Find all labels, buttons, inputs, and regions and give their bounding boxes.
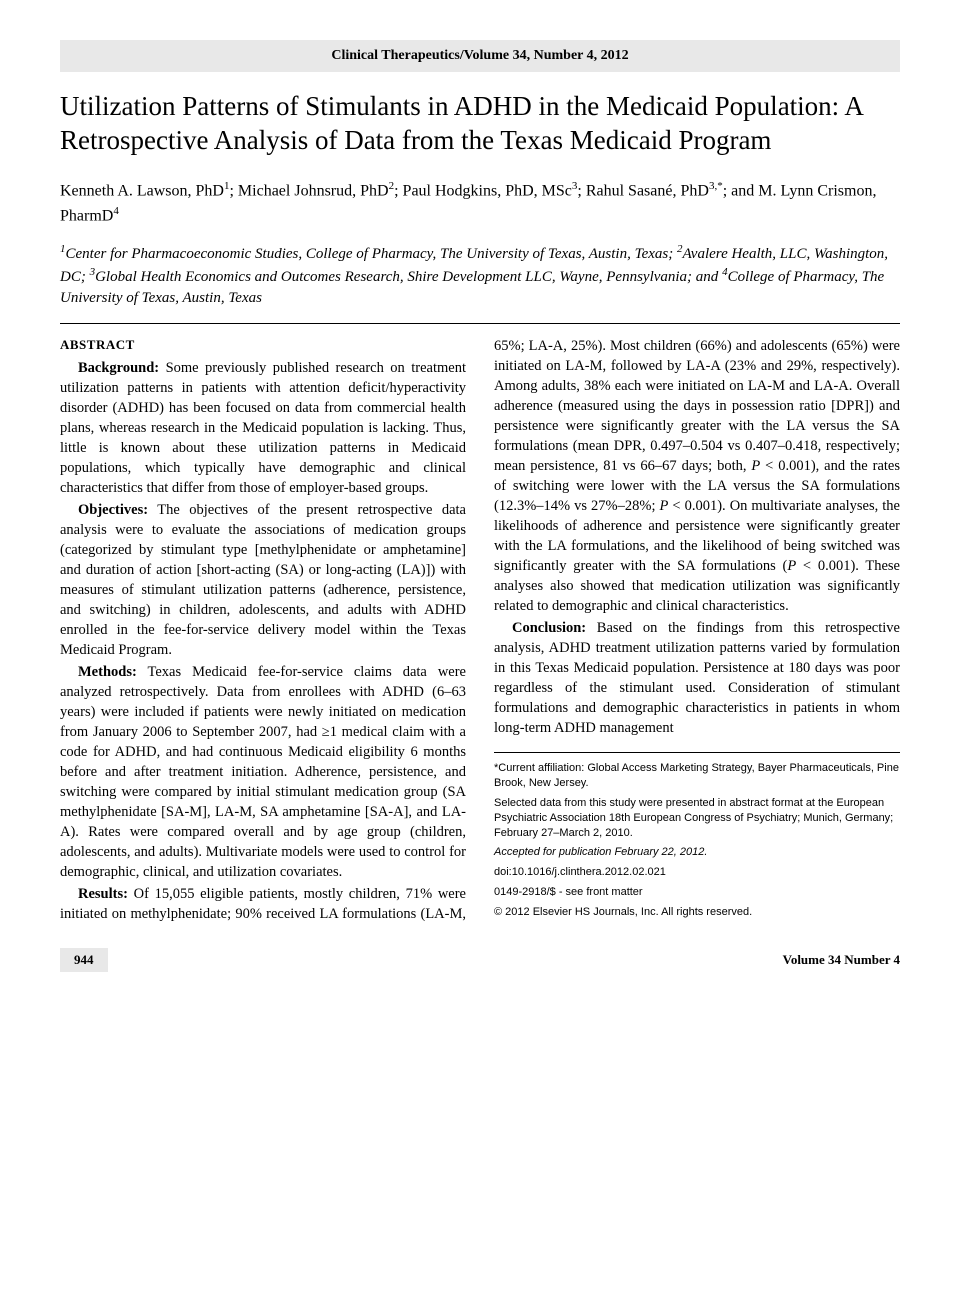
journal-header: Clinical Therapeutics/Volume 34, Number … bbox=[60, 40, 900, 72]
objectives-paragraph: Objectives: The objectives of the presen… bbox=[60, 500, 466, 660]
abstract-content: ABSTRACT Background: Some previously pub… bbox=[60, 336, 900, 924]
page-footer: 944 Volume 34 Number 4 bbox=[60, 948, 900, 972]
footnote-copyright: © 2012 Elsevier HS Journals, Inc. All ri… bbox=[494, 905, 900, 920]
footnote-presentation: Selected data from this study were prese… bbox=[494, 796, 900, 841]
aff-1: Center for Pharmacoeconomic Studies, Col… bbox=[66, 246, 677, 262]
background-label: Background: bbox=[78, 360, 159, 376]
author-4-sup: 3,* bbox=[709, 180, 723, 192]
author-sep-2: ; Paul Hodgkins, PhD, MSc bbox=[394, 182, 572, 199]
conclusion-text: Based on the findings from this retrospe… bbox=[494, 620, 900, 736]
divider-rule bbox=[60, 323, 900, 324]
author-sep-1: ; Michael Johnsrud, PhD bbox=[229, 182, 388, 199]
results-p3: P bbox=[787, 558, 796, 574]
affiliations-block: 1Center for Pharmacoeconomic Studies, Co… bbox=[60, 242, 900, 309]
methods-text: Texas Medicaid fee-for-service claims da… bbox=[60, 664, 466, 880]
author-1: Kenneth A. Lawson, PhD bbox=[60, 182, 224, 199]
aff-3: Global Health Economics and Outcomes Res… bbox=[95, 269, 722, 285]
footnote-affiliation: *Current affiliation: Global Access Mark… bbox=[494, 761, 900, 791]
results-label: Results: bbox=[78, 886, 128, 902]
abstract-heading: ABSTRACT bbox=[60, 336, 466, 354]
methods-label: Methods: bbox=[78, 664, 137, 680]
conclusion-paragraph: Conclusion: Based on the findings from t… bbox=[494, 618, 900, 738]
footnote-doi: doi:10.1016/j.clinthera.2012.02.021 bbox=[494, 865, 900, 880]
page-number: 944 bbox=[60, 948, 108, 972]
objectives-text: The objectives of the present retrospect… bbox=[60, 502, 466, 658]
author-sep-3: ; Rahul Sasané, PhD bbox=[577, 182, 709, 199]
footnote-block: *Current affiliation: Global Access Mark… bbox=[494, 752, 900, 920]
volume-issue: Volume 34 Number 4 bbox=[783, 948, 900, 972]
methods-paragraph: Methods: Texas Medicaid fee-for-service … bbox=[60, 662, 466, 882]
author-5-sup: 4 bbox=[113, 205, 119, 217]
footnote-accepted: Accepted for publication February 22, 20… bbox=[494, 845, 900, 860]
background-paragraph: Background: Some previously published re… bbox=[60, 358, 466, 498]
background-text: Some previously published research on tr… bbox=[60, 360, 466, 496]
footnote-issn: 0149-2918/$ - see front matter bbox=[494, 885, 900, 900]
conclusion-label: Conclusion: bbox=[512, 620, 586, 636]
results-p1: P bbox=[751, 458, 760, 474]
article-title: Utilization Patterns of Stimulants in AD… bbox=[60, 90, 900, 158]
objectives-label: Objectives: bbox=[78, 502, 148, 518]
authors-block: Kenneth A. Lawson, PhD1; Michael Johnsru… bbox=[60, 178, 900, 229]
